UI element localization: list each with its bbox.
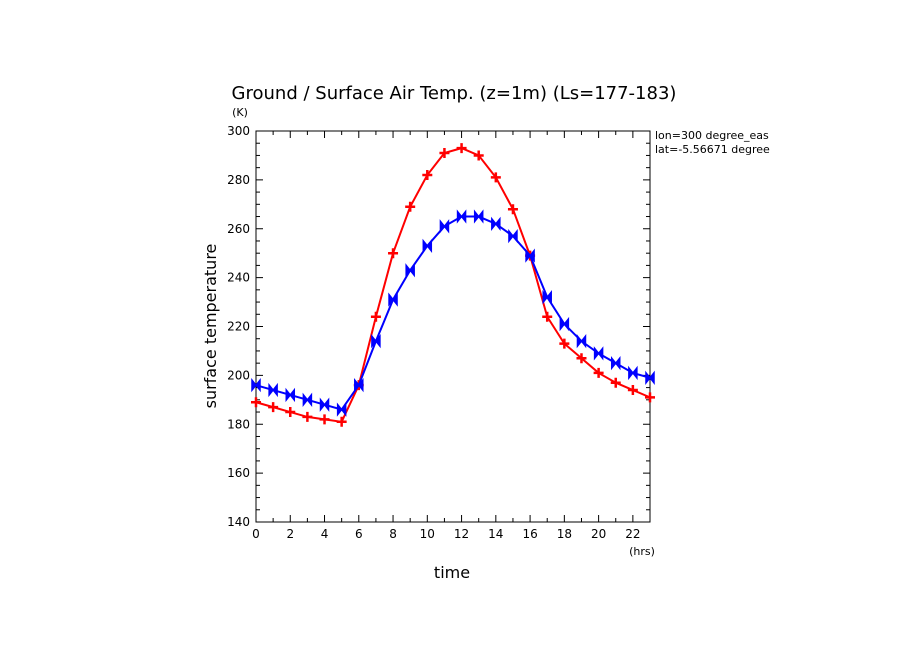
data-point — [473, 150, 484, 161]
data-point — [576, 353, 587, 364]
x-axis-title: time — [434, 563, 470, 582]
y-tick-label: 160 — [227, 466, 250, 480]
data-point — [645, 370, 655, 385]
data-point — [405, 263, 415, 278]
data-point — [422, 169, 433, 180]
data-point — [473, 209, 484, 224]
y-tick-label: 200 — [227, 368, 250, 382]
data-point — [559, 338, 570, 349]
data-point — [559, 316, 570, 332]
x-tick-label: 6 — [355, 527, 363, 541]
data-point — [422, 238, 433, 253]
data-point — [268, 402, 279, 413]
data-series — [251, 143, 655, 427]
data-point — [576, 334, 587, 349]
data-point — [354, 378, 364, 393]
data-point — [388, 248, 399, 259]
y-tick-label: 220 — [227, 320, 250, 334]
data-point — [319, 397, 330, 412]
data-point — [542, 311, 553, 322]
annotation-lat: lat=-5.56671 degree — [655, 143, 770, 156]
data-point — [370, 311, 381, 322]
x-tick-label: 10 — [420, 527, 435, 541]
data-point — [627, 385, 638, 396]
x-tick-label: 12 — [454, 527, 469, 541]
x-tick-label: 2 — [286, 527, 294, 541]
data-point — [491, 216, 501, 232]
x-tick-label: 18 — [557, 527, 572, 541]
data-point — [507, 204, 518, 215]
x-tick-label: 0 — [252, 527, 260, 541]
data-point — [628, 365, 638, 381]
data-point — [268, 382, 278, 398]
data-point — [319, 414, 330, 425]
data-point — [439, 147, 450, 158]
data-point — [645, 392, 655, 403]
y-tick-label: 140 — [227, 515, 250, 529]
y-tick-label: 260 — [227, 222, 250, 236]
y-axis-title: surface temperature — [201, 244, 220, 409]
x-tick-label: 4 — [321, 527, 329, 541]
x-tick-label: 20 — [591, 527, 606, 541]
data-point — [285, 387, 296, 403]
data-point — [302, 392, 313, 407]
data-point — [593, 346, 604, 361]
data-point — [610, 356, 621, 371]
x-tick-label: 14 — [488, 527, 503, 541]
data-point — [405, 201, 416, 212]
y-unit-label: (K) — [232, 106, 248, 119]
data-point — [302, 411, 313, 422]
x-tick-label: 22 — [625, 527, 640, 541]
data-point — [456, 143, 467, 154]
y-tick-label: 240 — [227, 271, 250, 285]
data-point — [439, 219, 450, 234]
annotation-lon: lon=300 degree_eas — [655, 129, 769, 142]
data-point — [336, 416, 347, 427]
data-point — [251, 397, 261, 408]
data-point — [336, 402, 347, 417]
x-tick-label: 16 — [522, 527, 537, 541]
y-tick-label: 300 — [227, 124, 250, 138]
data-point — [610, 377, 621, 388]
data-point — [490, 172, 501, 183]
data-point — [593, 367, 604, 378]
data-point — [285, 407, 296, 418]
data-point — [456, 209, 467, 224]
series-line — [255, 147, 651, 423]
x-tick-label: 8 — [389, 527, 397, 541]
plot-frame — [255, 130, 651, 523]
y-tick-label: 180 — [227, 417, 250, 431]
data-point — [525, 248, 535, 263]
x-unit-label: (hrs) — [629, 545, 655, 558]
series-line — [255, 215, 651, 411]
series-1 — [251, 209, 655, 417]
data-point — [388, 292, 398, 307]
data-point — [542, 290, 552, 305]
data-point — [251, 378, 261, 393]
chart-title: Ground / Surface Air Temp. (z=1m) (Ls=17… — [232, 83, 677, 104]
series-0 — [251, 143, 655, 427]
data-point — [508, 228, 518, 244]
axes: 0 2 4 6 8 10 12 14 16 18 20 22 140 160 180 200 220 240 260… — [227, 124, 651, 541]
data-point — [371, 334, 381, 349]
y-tick-label: 280 — [227, 173, 250, 187]
